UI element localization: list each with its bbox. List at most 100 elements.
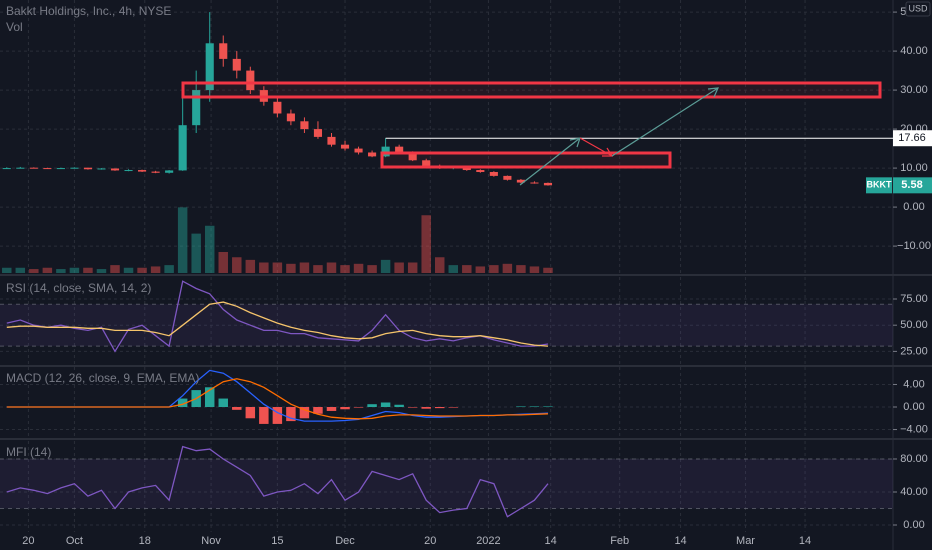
volume-bar: [15, 267, 26, 273]
currency-box: [905, 1, 931, 17]
histogram-bar: [204, 387, 215, 408]
x-tick-label: Dec: [335, 535, 355, 547]
volume-bar: [272, 262, 283, 273]
candle-body: [70, 167, 79, 169]
y-tick-label: 75.00: [900, 293, 928, 305]
x-tick-label: Mar: [736, 535, 755, 547]
y-tick-label: 4.00: [903, 378, 924, 390]
candle-body: [2, 168, 11, 170]
x-tick-label: Feb: [610, 535, 629, 547]
volume-bar: [96, 269, 107, 273]
y-tick-label: 40.00: [900, 45, 928, 57]
candle-body: [246, 70, 255, 91]
volume-bar: [29, 269, 39, 273]
volume-bar: [69, 267, 80, 273]
candle-body: [327, 136, 336, 145]
y-tick-label: −4.00: [900, 423, 928, 435]
candle-body: [354, 148, 363, 153]
histogram-bar: [340, 407, 350, 410]
candle-body: [273, 101, 282, 114]
histogram-bar: [434, 407, 445, 409]
volume-bar: [462, 265, 472, 273]
histogram-bar: [326, 407, 337, 411]
candle-body: [543, 182, 553, 186]
histogram-bar: [394, 404, 404, 408]
candle-body: [83, 167, 93, 170]
last-price-box: [893, 177, 932, 194]
pane-title: MACD (12, 26, close, 9, EMA, EMA): [6, 371, 199, 385]
candle-body: [530, 182, 539, 184]
volume-bar: [380, 259, 391, 273]
x-tick-label: 14: [799, 535, 811, 547]
volume-bar: [177, 207, 188, 273]
volume-bar: [2, 267, 12, 273]
y-tick-label: 10.00: [900, 162, 928, 174]
x-tick-label: 20: [424, 535, 436, 547]
x-tick-label: 14: [545, 535, 557, 547]
histogram-bar: [286, 407, 296, 422]
volume-bar: [313, 265, 323, 273]
histogram-bar: [407, 407, 418, 408]
candle-body: [503, 175, 512, 180]
volume-label: Vol: [6, 20, 23, 34]
candle-body: [462, 167, 471, 171]
volume-bar: [367, 265, 377, 273]
volume-bar: [150, 266, 161, 273]
volume-bar: [204, 225, 215, 273]
histogram-bar: [367, 404, 377, 408]
candle-body: [138, 170, 147, 172]
candle-body: [165, 170, 174, 173]
histogram-bar: [259, 407, 269, 424]
candle-body: [97, 168, 106, 170]
volume-bar: [83, 267, 93, 273]
symbol-label: BKKT: [867, 180, 892, 190]
volume-bar: [543, 267, 553, 273]
volume-bar: [123, 267, 134, 273]
volume-bar: [489, 265, 499, 273]
indicator-line: [6, 445, 549, 518]
y-tick-label: 0.00: [903, 201, 924, 213]
y-tick-label: 0.00: [903, 519, 924, 531]
zone-rectangle: [380, 151, 672, 169]
volume-bar: [529, 266, 540, 273]
candle-body: [408, 152, 417, 161]
volume-bar: [259, 262, 269, 273]
y-tick-label: −10.00: [897, 240, 931, 252]
pane-title: MFI (14): [6, 445, 51, 459]
x-tick-label: Nov: [201, 535, 221, 547]
histogram-bar: [353, 407, 364, 408]
histogram-bar: [516, 406, 526, 408]
y-tick-label: 80.00: [900, 453, 928, 465]
pane-title: Bakkt Holdings, Inc., 4h, NYSE: [6, 4, 171, 18]
volume-bar: [245, 259, 256, 273]
volume-bar: [137, 267, 147, 273]
candle-body: [110, 168, 120, 171]
price-line-label: 17.66: [898, 132, 926, 144]
candle-body: [422, 160, 431, 167]
arrow: [519, 137, 581, 186]
volume-bar: [340, 265, 350, 273]
histogram-bar: [421, 407, 431, 409]
zone-rectangle: [181, 81, 882, 99]
candle-body: [124, 170, 133, 172]
histogram-bar: [272, 407, 283, 424]
candle-body: [300, 121, 309, 130]
volume-bar: [286, 263, 296, 273]
histogram-bar: [245, 407, 256, 419]
x-tick-label: 2022: [476, 535, 500, 547]
candle-body: [489, 171, 498, 176]
band-fill: [0, 304, 893, 347]
volume-bar: [475, 266, 486, 273]
candle-body: [340, 144, 350, 149]
candle-body: [43, 168, 52, 170]
volume-bar: [326, 262, 337, 273]
histogram-bar: [380, 402, 391, 408]
histogram-bar: [313, 407, 323, 414]
x-tick-label: 14: [674, 535, 686, 547]
candle-body: [205, 43, 214, 91]
candle-body: [178, 125, 187, 171]
price-line-box: [893, 130, 932, 147]
x-tick-label: Oct: [66, 535, 83, 547]
